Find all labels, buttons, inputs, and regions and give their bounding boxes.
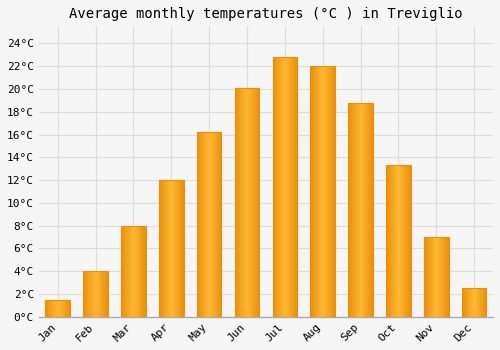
Bar bbox=[386, 165, 410, 317]
Bar bbox=[159, 180, 184, 317]
Bar bbox=[121, 226, 146, 317]
Bar bbox=[234, 88, 260, 317]
Title: Average monthly temperatures (°C ) in Treviglio: Average monthly temperatures (°C ) in Tr… bbox=[69, 7, 462, 21]
Bar bbox=[84, 271, 108, 317]
Bar bbox=[46, 300, 70, 317]
Bar bbox=[197, 132, 222, 317]
Bar bbox=[310, 66, 335, 317]
Bar bbox=[424, 237, 448, 317]
Bar bbox=[348, 103, 373, 317]
Bar bbox=[272, 57, 297, 317]
Bar bbox=[462, 288, 486, 317]
